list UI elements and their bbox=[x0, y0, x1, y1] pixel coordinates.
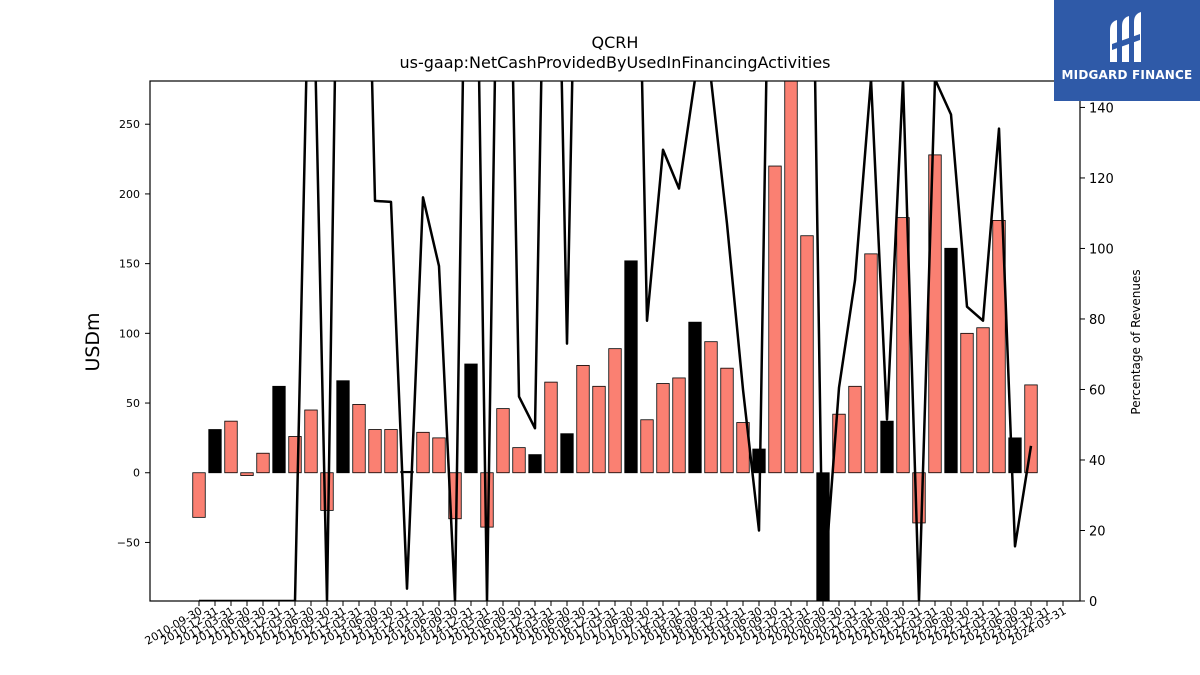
bar-27 bbox=[624, 260, 638, 474]
bar-21 bbox=[528, 454, 542, 474]
bar-9 bbox=[336, 380, 350, 474]
y2-tick-label: 0 bbox=[1089, 595, 1097, 610]
bar-29 bbox=[656, 383, 670, 474]
brand-logo: MIDGARD FINANCE bbox=[1054, 0, 1200, 101]
y2-tick-label: 140 bbox=[1089, 101, 1114, 116]
bar-49 bbox=[976, 327, 990, 474]
bar-19 bbox=[496, 408, 510, 474]
bar-7 bbox=[304, 409, 318, 474]
bar-15 bbox=[432, 437, 446, 474]
chart-subtitle: us-gaap:NetCashProvidedByUsedInFinancing… bbox=[399, 53, 830, 72]
y2-tick-label: 20 bbox=[1089, 524, 1106, 539]
bar-12 bbox=[384, 429, 398, 474]
bar-8 bbox=[320, 472, 334, 511]
bar-41 bbox=[848, 385, 862, 474]
y-tick-label: 150 bbox=[119, 258, 140, 271]
bar-2 bbox=[224, 420, 238, 474]
y-tick-label: 50 bbox=[126, 397, 140, 410]
bar-14 bbox=[416, 431, 430, 474]
bar-48 bbox=[960, 332, 974, 474]
y2-axis-label: Percentage of Revenues bbox=[1129, 269, 1143, 414]
y-tick-label: 200 bbox=[119, 188, 140, 201]
bar-31 bbox=[688, 321, 702, 474]
bar-10 bbox=[352, 404, 366, 474]
y2-tick-label: 120 bbox=[1089, 172, 1114, 187]
bar-38 bbox=[800, 235, 814, 474]
bar-44 bbox=[896, 217, 910, 474]
bar-11 bbox=[368, 429, 382, 474]
bar-13 bbox=[400, 470, 414, 474]
bar-52 bbox=[1024, 384, 1038, 474]
y-tick-label: 250 bbox=[119, 118, 140, 131]
bar-28 bbox=[640, 419, 654, 474]
bar-4 bbox=[256, 452, 270, 474]
bar-42 bbox=[864, 253, 878, 474]
bar-32 bbox=[704, 341, 718, 474]
y2-tick-label: 60 bbox=[1089, 383, 1106, 398]
logo-mark-icon bbox=[1110, 12, 1141, 62]
y2-tick-label: 80 bbox=[1089, 313, 1106, 328]
line-group bbox=[199, 81, 1033, 601]
bar-17 bbox=[464, 363, 478, 474]
bar-50 bbox=[992, 220, 1006, 474]
y2-tick-label: 40 bbox=[1089, 454, 1106, 469]
bars-group bbox=[192, 80, 1038, 602]
bar-43 bbox=[880, 420, 894, 474]
bar-1 bbox=[208, 429, 222, 474]
bar-23 bbox=[560, 433, 574, 474]
percentage-line bbox=[199, 81, 1033, 601]
y-tick-label: 100 bbox=[119, 327, 140, 340]
bar-37 bbox=[784, 80, 798, 474]
bar-22 bbox=[544, 381, 558, 474]
y-tick-label: −50 bbox=[117, 536, 140, 549]
bar-5 bbox=[272, 385, 286, 474]
bar-0 bbox=[192, 472, 206, 518]
y-tick-label: 0 bbox=[133, 467, 140, 480]
logo-text: MIDGARD FINANCE bbox=[1061, 68, 1193, 82]
bar-24 bbox=[576, 364, 590, 474]
bar-3 bbox=[240, 472, 254, 476]
bar-26 bbox=[608, 348, 622, 474]
y2-tick-label: 100 bbox=[1089, 242, 1114, 257]
y-axis-label: USDm bbox=[82, 312, 104, 371]
bar-25 bbox=[592, 385, 606, 474]
bar-47 bbox=[944, 247, 958, 474]
bar-33 bbox=[720, 367, 734, 474]
chart-title: QCRH bbox=[592, 33, 639, 52]
bar-20 bbox=[512, 447, 526, 474]
bar-30 bbox=[672, 377, 686, 474]
bar-36 bbox=[768, 165, 782, 474]
